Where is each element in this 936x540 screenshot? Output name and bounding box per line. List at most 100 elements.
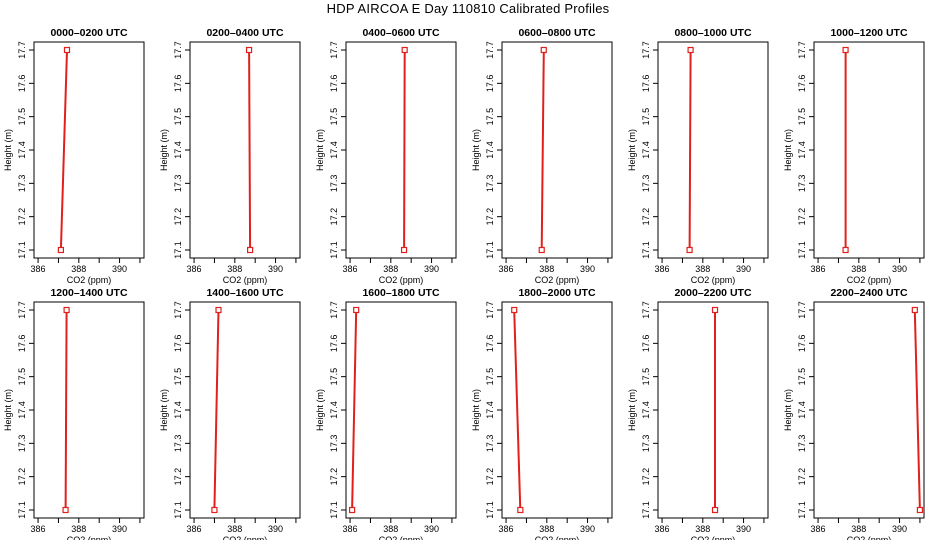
y-tick-label: 17.6 (641, 335, 651, 353)
x-tick-label: 386 (31, 264, 46, 274)
y-tick-label: 17.4 (173, 141, 183, 159)
y-tick-label: 17.1 (173, 501, 183, 519)
y-tick-label: 17.3 (173, 435, 183, 453)
x-axis-label: CO2 (ppm) (535, 275, 580, 285)
y-tick-label: 17.5 (797, 368, 807, 386)
x-tick-label: 388 (695, 524, 710, 534)
x-axis-label: CO2 (ppm) (379, 275, 424, 285)
y-tick-label: 17.7 (485, 301, 495, 319)
y-tick-label: 17.4 (17, 141, 27, 159)
x-tick-label: 390 (736, 524, 751, 534)
y-tick-label: 17.7 (641, 41, 651, 59)
data-point (916, 506, 924, 514)
y-tick-label: 17.2 (173, 208, 183, 226)
plot-frame (657, 41, 769, 259)
y-axis-label: Height (m) (315, 129, 325, 171)
y-tick-label: 17.6 (17, 335, 27, 353)
x-tick-label: 390 (892, 524, 907, 534)
panel-title: 0200–0400 UTC (206, 27, 283, 39)
y-tick-label: 17.3 (485, 435, 495, 453)
y-axis: 17.1 17.2 17.3 17.4 17.5 17.6 17.7 (329, 301, 346, 519)
x-axis-label: CO2 (ppm) (223, 535, 268, 540)
data-point (57, 246, 64, 254)
x-tick-label: 386 (187, 264, 202, 274)
y-tick-label: 17.5 (329, 368, 339, 386)
plot-frame (33, 301, 145, 519)
y-axis-label: Height (m) (783, 129, 793, 171)
x-tick-label: 386 (187, 524, 202, 534)
y-tick-label: 17.5 (17, 368, 27, 386)
y-tick-label: 17.7 (797, 41, 807, 59)
y-tick-label: 17.4 (641, 141, 651, 159)
x-tick-label: 386 (499, 524, 514, 534)
x-axis: 386 388 390 (343, 518, 453, 534)
y-tick-label: 17.1 (641, 501, 651, 519)
data-point (911, 306, 918, 314)
y-axis: 17.1 17.2 17.3 17.4 17.5 17.6 17.7 (797, 41, 814, 259)
x-axis-label: CO2 (ppm) (847, 275, 892, 285)
data-point (63, 306, 70, 314)
y-axis: 17.1 17.2 17.3 17.4 17.5 17.6 17.7 (641, 301, 658, 519)
panel-title: 0800–1000 UTC (674, 27, 751, 39)
y-tick-label: 17.5 (485, 108, 495, 126)
y-tick-label: 17.6 (797, 75, 807, 93)
y-tick-label: 17.6 (485, 75, 495, 93)
x-tick-label: 386 (811, 264, 826, 274)
y-tick-label: 17.3 (17, 435, 27, 453)
x-axis: 386 388 390 (655, 518, 765, 534)
x-axis: 386 388 390 (811, 518, 921, 534)
data-point (245, 46, 253, 54)
plot-frame (345, 41, 457, 259)
x-tick-label: 388 (383, 524, 398, 534)
y-axis-label: Height (m) (3, 129, 13, 171)
data-point (62, 506, 69, 514)
y-tick-label: 17.4 (485, 141, 495, 159)
x-tick-label: 388 (851, 524, 866, 534)
x-axis: 386 388 390 (187, 518, 297, 534)
x-axis: 386 388 390 (499, 258, 609, 274)
y-tick-label: 17.5 (797, 108, 807, 126)
y-tick-label: 17.6 (329, 75, 339, 93)
profile-line (248, 49, 252, 251)
y-tick-label: 17.6 (485, 335, 495, 353)
y-tick-label: 17.3 (329, 175, 339, 193)
y-tick-label: 17.6 (17, 75, 27, 93)
y-tick-label: 17.7 (329, 41, 339, 59)
y-axis: 17.1 17.2 17.3 17.4 17.5 17.6 17.7 (329, 41, 346, 259)
profile-line (351, 309, 358, 511)
y-tick-label: 17.3 (797, 435, 807, 453)
y-tick-label: 17.4 (329, 141, 339, 159)
y-tick-label: 17.2 (641, 208, 651, 226)
x-tick-label: 388 (227, 524, 242, 534)
y-tick-label: 17.2 (329, 208, 339, 226)
data-point (353, 306, 360, 314)
plot-frame (345, 301, 457, 519)
y-tick-label: 17.1 (17, 241, 27, 259)
x-tick-label: 390 (580, 264, 595, 274)
x-tick-label: 386 (655, 264, 670, 274)
x-tick-label: 390 (424, 264, 439, 274)
x-axis: 386 388 390 (811, 258, 921, 274)
y-tick-label: 17.2 (17, 468, 27, 486)
x-tick-label: 390 (580, 524, 595, 534)
y-tick-label: 17.1 (485, 241, 495, 259)
panel-title: 0600–0800 UTC (518, 27, 595, 39)
panel-title: 1000–1200 UTC (830, 27, 907, 39)
profile-line (59, 49, 68, 251)
panel-title: 1800–2000 UTC (518, 287, 595, 299)
y-axis-label: Height (m) (159, 389, 169, 431)
profile-line (913, 309, 921, 511)
y-tick-label: 17.5 (173, 108, 183, 126)
y-axis: 17.1 17.2 17.3 17.4 17.5 17.6 17.7 (485, 41, 502, 259)
y-tick-label: 17.5 (329, 108, 339, 126)
plot-frame (501, 41, 613, 259)
x-axis: 386 388 390 (655, 258, 765, 274)
y-axis: 17.1 17.2 17.3 17.4 17.5 17.6 17.7 (17, 301, 34, 519)
